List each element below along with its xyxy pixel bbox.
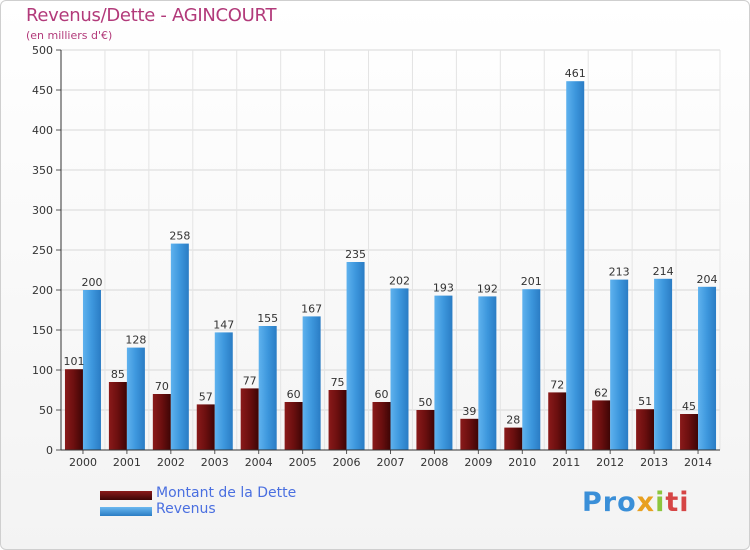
y-tick-label: 100 bbox=[32, 364, 53, 377]
x-tick-label: 2011 bbox=[552, 456, 580, 469]
data-label-revenus: 461 bbox=[565, 67, 586, 80]
bar-revenus bbox=[566, 81, 585, 450]
bar-revenus bbox=[478, 296, 497, 450]
data-label-revenus: 155 bbox=[257, 312, 278, 325]
data-label-revenus: 258 bbox=[169, 230, 190, 243]
bar-revenus bbox=[346, 262, 365, 450]
data-label-dette: 28 bbox=[506, 414, 520, 427]
bar-revenus bbox=[610, 279, 629, 450]
bar-dette bbox=[152, 394, 171, 450]
x-tick-label: 2010 bbox=[508, 456, 536, 469]
data-label-dette: 51 bbox=[638, 395, 652, 408]
data-label-dette: 57 bbox=[199, 390, 213, 403]
data-label-revenus: 213 bbox=[609, 266, 630, 279]
bar-dette bbox=[196, 404, 215, 450]
bar-revenus bbox=[258, 326, 277, 450]
x-tick-label: 2007 bbox=[377, 456, 405, 469]
bar-dette bbox=[64, 369, 83, 450]
bar-revenus bbox=[126, 347, 145, 450]
bar-revenus bbox=[390, 288, 409, 450]
bar-dette bbox=[416, 410, 435, 450]
x-tick-label: 2000 bbox=[69, 456, 97, 469]
data-label-revenus: 202 bbox=[389, 274, 410, 287]
data-label-dette: 70 bbox=[155, 380, 169, 393]
data-label-dette: 39 bbox=[462, 405, 476, 418]
bar-revenus bbox=[654, 278, 673, 450]
bar-revenus bbox=[522, 289, 541, 450]
data-label-revenus: 214 bbox=[653, 265, 674, 278]
proxiti-logo: Proxiti bbox=[582, 487, 690, 518]
data-label-revenus: 201 bbox=[521, 275, 542, 288]
y-tick-label: 50 bbox=[39, 404, 53, 417]
chart-subtitle: (en milliers d'€) bbox=[26, 29, 113, 42]
data-label-revenus: 200 bbox=[81, 276, 102, 289]
bar-dette bbox=[240, 388, 259, 450]
bar-dette bbox=[680, 414, 699, 450]
x-tick-label: 2013 bbox=[640, 456, 668, 469]
legend-dette-swatch bbox=[100, 491, 152, 500]
data-label-dette: 45 bbox=[682, 400, 696, 413]
x-tick-label: 2001 bbox=[113, 456, 141, 469]
y-tick-label: 300 bbox=[32, 204, 53, 217]
bar-revenus bbox=[698, 286, 717, 450]
y-tick-label: 250 bbox=[32, 244, 53, 257]
data-label-dette: 75 bbox=[331, 376, 345, 389]
data-label-revenus: 167 bbox=[301, 302, 322, 315]
data-label-revenus: 204 bbox=[697, 273, 718, 286]
data-label-dette: 60 bbox=[287, 388, 301, 401]
x-tick-label: 2014 bbox=[684, 456, 712, 469]
data-label-dette: 85 bbox=[111, 368, 125, 381]
legend-label-dette: Montant de la Dette bbox=[156, 485, 297, 501]
y-tick-label: 350 bbox=[32, 164, 53, 177]
legend-label-revenus: Revenus bbox=[156, 501, 216, 517]
bar-revenus bbox=[170, 243, 189, 450]
bar-revenus bbox=[82, 290, 101, 450]
bar-dette bbox=[460, 418, 479, 450]
data-label-revenus: 147 bbox=[213, 318, 234, 331]
data-label-revenus: 235 bbox=[345, 248, 366, 261]
y-tick-label: 400 bbox=[32, 124, 53, 137]
x-tick-label: 2003 bbox=[201, 456, 229, 469]
x-tick-label: 2005 bbox=[289, 456, 317, 469]
bar-dette bbox=[284, 402, 303, 450]
data-label-revenus: 193 bbox=[433, 282, 454, 295]
y-tick-label: 500 bbox=[32, 44, 53, 57]
bars bbox=[64, 81, 717, 450]
y-tick-label: 0 bbox=[46, 444, 53, 457]
data-label-revenus: 128 bbox=[125, 334, 146, 347]
bar-dette bbox=[548, 392, 567, 450]
legend-revenus-swatch bbox=[100, 507, 152, 516]
x-tick-label: 2002 bbox=[157, 456, 185, 469]
y-tick-label: 450 bbox=[32, 84, 53, 97]
x-tick-label: 2012 bbox=[596, 456, 624, 469]
data-label-revenus: 192 bbox=[477, 282, 498, 295]
x-tick-label: 2009 bbox=[464, 456, 492, 469]
value-labels: 101 200 85 128 70 258 57 147 77 155 60 167 75 235 60 20… bbox=[63, 67, 717, 426]
data-label-dette: 50 bbox=[418, 396, 432, 409]
bar-revenus bbox=[302, 316, 321, 450]
y-tick-label: 200 bbox=[32, 284, 53, 297]
data-label-dette: 101 bbox=[63, 355, 84, 368]
bar-dette bbox=[636, 409, 655, 450]
bar-dette bbox=[504, 427, 523, 450]
bar-dette bbox=[592, 400, 611, 450]
bar-dette bbox=[328, 390, 347, 450]
x-tick-label: 2006 bbox=[333, 456, 361, 469]
chart-title: Revenus/Dette - AGINCOURT bbox=[26, 5, 277, 26]
data-label-dette: 77 bbox=[243, 374, 257, 387]
bar-dette bbox=[108, 382, 127, 450]
data-label-dette: 62 bbox=[594, 386, 608, 399]
bar-revenus bbox=[434, 295, 453, 450]
y-tick-label: 150 bbox=[32, 324, 53, 337]
bar-dette bbox=[372, 402, 391, 450]
data-label-dette: 72 bbox=[550, 378, 564, 391]
data-label-dette: 60 bbox=[375, 388, 389, 401]
x-tick-label: 2004 bbox=[245, 456, 273, 469]
x-tick-label: 2008 bbox=[420, 456, 448, 469]
bar-revenus bbox=[214, 332, 233, 450]
